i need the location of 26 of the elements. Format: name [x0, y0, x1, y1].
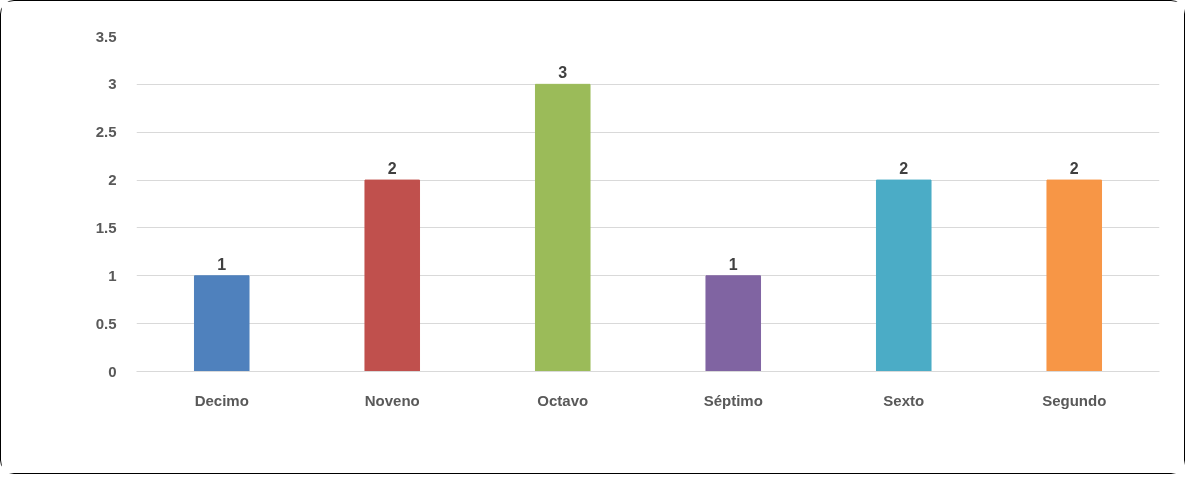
x-tick-label: Decimo: [194, 391, 249, 409]
bar: [1046, 179, 1103, 372]
y-tick-label: 0.5: [95, 314, 117, 332]
bar: [193, 275, 250, 372]
bar: [875, 179, 932, 372]
x-tick-label: Octavo: [537, 391, 589, 409]
x-tick-label: Segundo: [1042, 391, 1107, 409]
data-label: 1: [728, 255, 738, 273]
y-tick-label: 0: [108, 362, 117, 380]
y-tick-label: 2.5: [95, 123, 117, 141]
y-tick-label: 1.5: [95, 218, 117, 236]
bar: [534, 83, 591, 372]
data-label: 2: [387, 160, 397, 178]
y-tick-label: 1: [108, 266, 117, 284]
x-tick-label: Sexto: [883, 391, 925, 409]
y-tick-label: 2: [108, 171, 117, 189]
data-label: 2: [899, 160, 909, 178]
y-tick-label: 3: [108, 75, 117, 93]
x-tick-label: Noveno: [364, 391, 420, 409]
data-label: 1: [217, 255, 227, 273]
bar: [705, 275, 762, 372]
bar: [364, 179, 421, 372]
data-label: 3: [558, 64, 568, 82]
y-tick-label: 3.5: [95, 27, 117, 45]
x-tick-label: Séptimo: [703, 391, 763, 409]
data-label: 2: [1069, 160, 1079, 178]
